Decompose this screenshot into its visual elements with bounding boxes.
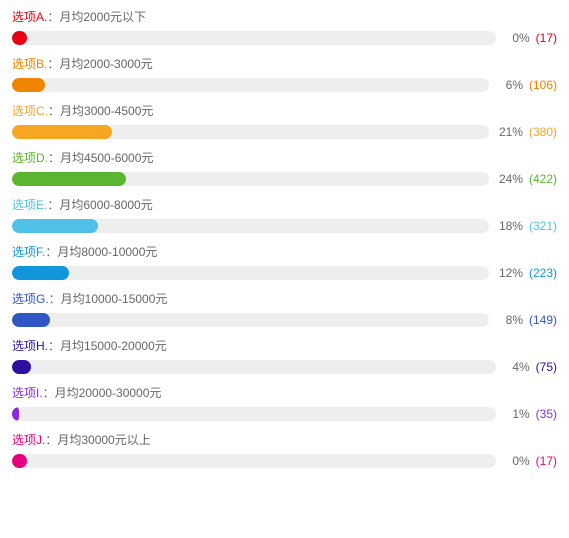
count-label: (75) [536, 360, 557, 374]
option-row: 选项C.：月均3000-4500元 21% (380) [12, 102, 557, 139]
percent-label: 1% [502, 407, 530, 421]
bar-fill [12, 219, 98, 233]
option-prefix: 选项I. [12, 386, 43, 400]
percent-label: 24% [495, 172, 523, 186]
bar-line: 4% (75) [12, 360, 557, 374]
option-prefix: 选项H. [12, 339, 48, 353]
bar-fill [12, 266, 69, 280]
bar-fill [12, 313, 50, 327]
bar-track [12, 407, 496, 421]
option-text: ：月均2000元以下 [47, 10, 146, 24]
option-label: 选项D.：月均4500-6000元 [12, 149, 557, 166]
option-row: 选项B.：月均2000-3000元 6% (106) [12, 55, 557, 92]
bar-track [12, 360, 496, 374]
option-row: 选项I.：月均20000-30000元 1% (35) [12, 384, 557, 421]
option-prefix: 选项J. [12, 433, 45, 447]
option-label: 选项I.：月均20000-30000元 [12, 384, 557, 401]
bar-line: 18% (321) [12, 219, 557, 233]
bar-track [12, 266, 489, 280]
count-label: (422) [529, 172, 557, 186]
option-label: 选项E.：月均6000-8000元 [12, 196, 557, 213]
option-label: 选项B.：月均2000-3000元 [12, 55, 557, 72]
bar-line: 1% (35) [12, 407, 557, 421]
bar-fill [12, 172, 126, 186]
bar-track [12, 313, 489, 327]
option-row: 选项A.：月均2000元以下 0% (17) [12, 8, 557, 45]
option-prefix: 选项E. [12, 198, 47, 212]
bar-fill [12, 31, 27, 45]
option-text: ：月均2000-3000元 [47, 57, 152, 71]
option-label: 选项G.：月均10000-15000元 [12, 290, 557, 307]
option-text: ：月均6000-8000元 [47, 198, 152, 212]
survey-bar-chart: 选项A.：月均2000元以下 0% (17) 选项B.：月均2000-3000元 6% (… [12, 8, 557, 468]
option-text: ：月均15000-20000元 [48, 339, 167, 353]
bar-line: 8% (149) [12, 313, 557, 327]
count-label: (35) [536, 407, 557, 421]
bar-fill [12, 78, 45, 92]
option-prefix: 选项B. [12, 57, 47, 71]
percent-label: 4% [502, 360, 530, 374]
option-text: ：月均30000元以上 [45, 433, 150, 447]
bar-line: 21% (380) [12, 125, 557, 139]
option-prefix: 选项G. [12, 292, 49, 306]
option-text: ：月均20000-30000元 [43, 386, 162, 400]
option-text: ：月均8000-10000元 [45, 245, 157, 259]
option-text: ：月均4500-6000元 [48, 151, 153, 165]
option-row: 选项H.：月均15000-20000元 4% (75) [12, 337, 557, 374]
option-row: 选项G.：月均10000-15000元 8% (149) [12, 290, 557, 327]
option-text: ：月均3000-4500元 [48, 104, 153, 118]
count-label: (17) [536, 31, 557, 45]
option-row: 选项D.：月均4500-6000元 24% (422) [12, 149, 557, 186]
count-label: (17) [536, 454, 557, 468]
option-label: 选项A.：月均2000元以下 [12, 8, 557, 25]
percent-label: 0% [502, 454, 530, 468]
option-label: 选项J.：月均30000元以上 [12, 431, 557, 448]
option-prefix: 选项D. [12, 151, 48, 165]
option-label: 选项F.：月均8000-10000元 [12, 243, 557, 260]
option-label: 选项C.：月均3000-4500元 [12, 102, 557, 119]
option-prefix: 选项A. [12, 10, 47, 24]
bar-line: 12% (223) [12, 266, 557, 280]
percent-label: 0% [502, 31, 530, 45]
bar-fill [12, 407, 19, 421]
option-prefix: 选项F. [12, 245, 45, 259]
bar-line: 24% (422) [12, 172, 557, 186]
option-row: 选项E.：月均6000-8000元 18% (321) [12, 196, 557, 233]
count-label: (223) [529, 266, 557, 280]
count-label: (321) [529, 219, 557, 233]
bar-track [12, 172, 489, 186]
bar-fill [12, 454, 27, 468]
option-prefix: 选项C. [12, 104, 48, 118]
bar-track [12, 219, 489, 233]
bar-track [12, 454, 496, 468]
percent-label: 12% [495, 266, 523, 280]
bar-fill [12, 360, 31, 374]
percent-label: 18% [495, 219, 523, 233]
option-text: ：月均10000-15000元 [49, 292, 168, 306]
bar-track [12, 31, 496, 45]
bar-line: 0% (17) [12, 454, 557, 468]
bar-fill [12, 125, 112, 139]
option-row: 选项F.：月均8000-10000元 12% (223) [12, 243, 557, 280]
bar-line: 0% (17) [12, 31, 557, 45]
option-row: 选项J.：月均30000元以上 0% (17) [12, 431, 557, 468]
percent-label: 6% [495, 78, 523, 92]
count-label: (380) [529, 125, 557, 139]
percent-label: 21% [495, 125, 523, 139]
percent-label: 8% [495, 313, 523, 327]
count-label: (106) [529, 78, 557, 92]
count-label: (149) [529, 313, 557, 327]
bar-track [12, 125, 489, 139]
option-label: 选项H.：月均15000-20000元 [12, 337, 557, 354]
bar-track [12, 78, 489, 92]
bar-line: 6% (106) [12, 78, 557, 92]
